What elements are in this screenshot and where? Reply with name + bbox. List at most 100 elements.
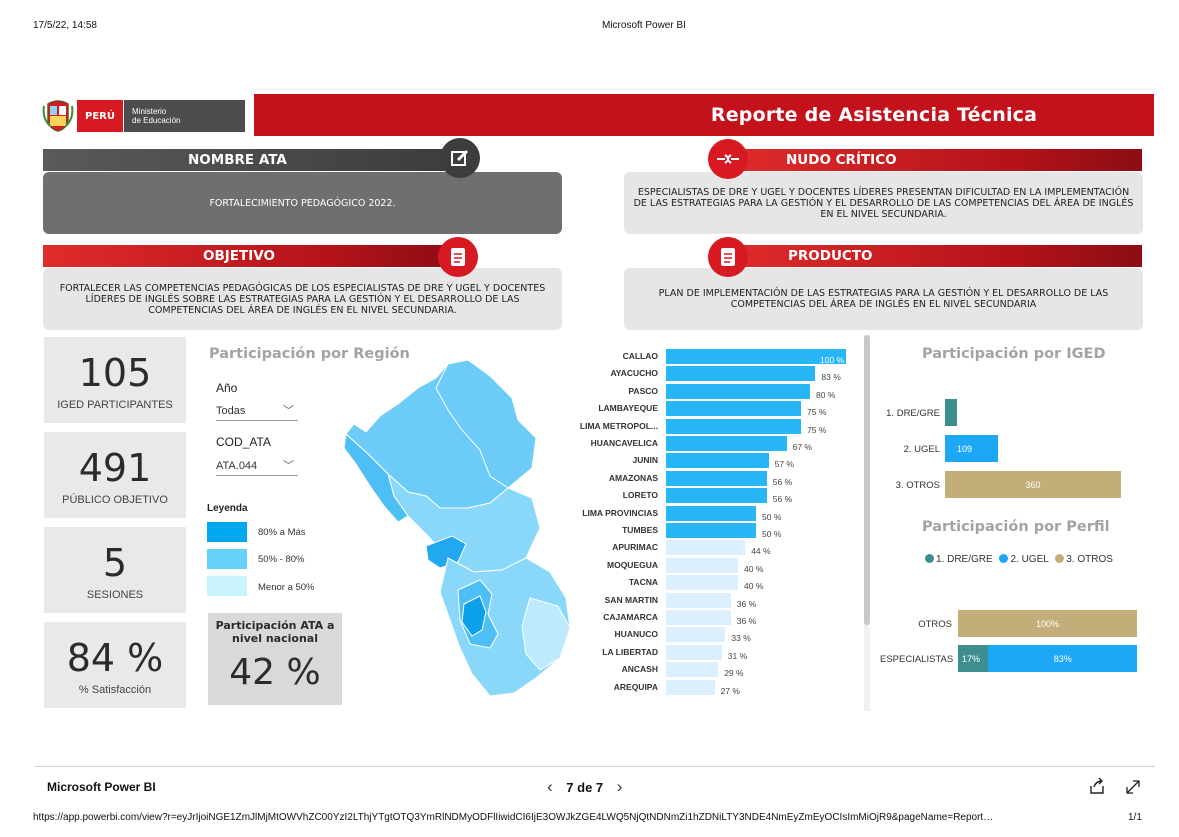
perfil-chart-title: Participación por Perfil	[922, 519, 1110, 535]
legend-swatch-low	[207, 576, 247, 596]
ata-slicer-value: ATA.044	[216, 460, 258, 472]
region-bar-label: LAMBAYEQUE	[598, 403, 658, 414]
kpi-sesiones: 5 SESIONES	[44, 527, 186, 613]
region-bar[interactable]	[666, 540, 746, 556]
region-bar[interactable]	[666, 610, 731, 625]
iged-chart-title: Participación por IGED	[922, 346, 1106, 362]
iged-bar-label: 1. DRE/GRE	[886, 408, 940, 419]
kpi-iged: 105 IGED PARTICIPANTES	[44, 337, 186, 423]
edit-icon	[440, 138, 480, 178]
kpi-satisfaccion-label: % Satisfacción	[78, 684, 152, 696]
region-bar[interactable]	[666, 592, 731, 608]
region-bar-value: 50 %	[762, 529, 782, 539]
region-bar-label: TACNA	[628, 577, 658, 588]
objetivo-box: FORTALECER LAS COMPETENCIAS PEDAGÓGICAS …	[43, 268, 562, 330]
kpi-sesiones-value: 5	[102, 541, 128, 585]
print-page-count: 1/1	[1128, 812, 1142, 823]
ministry-label: Ministerio de Educación	[124, 100, 245, 132]
kpi-publico-label: PÚBLICO OBJETIVO	[62, 494, 168, 506]
region-bar[interactable]	[666, 505, 756, 521]
iged-bar-label: 3. OTROS	[895, 480, 940, 491]
kpi-publico-value: 491	[78, 446, 152, 490]
region-bar-label: AREQUIPA	[613, 681, 658, 692]
region-bar[interactable]	[666, 453, 769, 469]
document-icon	[438, 237, 478, 277]
next-page-icon[interactable]: ›	[616, 777, 623, 796]
region-bar-value: 29 %	[724, 668, 744, 679]
share-icon[interactable]	[1088, 777, 1106, 795]
peru-shield-icon	[42, 100, 74, 132]
peru-map[interactable]	[340, 358, 580, 703]
page-indicator: 7 de 7	[566, 780, 604, 795]
kpi-satisfaccion: 84 % % Satisfacción	[44, 622, 186, 708]
region-bar-label: JUNIN	[632, 455, 658, 466]
legend-label-ugel: 2. UGEL	[1010, 554, 1049, 565]
kpi-publico: 491 PÚBLICO OBJETIVO	[44, 432, 186, 518]
region-bar-label: TUMBES	[622, 525, 658, 535]
region-bar-value: 56 %	[772, 476, 793, 487]
region-bar-label: LIMA PROVINCIAS	[582, 507, 658, 518]
region-bar-label: HUANUCO	[614, 629, 658, 640]
chart-scrollbar-thumb[interactable]	[864, 335, 870, 625]
region-bar[interactable]	[666, 557, 738, 573]
region-bar[interactable]	[666, 470, 767, 486]
perfil-bar-segment[interactable]: 100%	[958, 610, 1137, 637]
perfil-bar-segment[interactable]: 83%	[988, 645, 1137, 672]
national-participation-title: Participación ATA a nivel nacional	[215, 619, 335, 645]
map-region-coast[interactable]	[343, 432, 409, 523]
region-bar[interactable]	[666, 679, 715, 695]
region-bar[interactable]	[666, 366, 816, 382]
legend-title: Leyenda	[207, 503, 248, 514]
ministry-line1: Ministerio	[132, 107, 167, 116]
region-bar[interactable]	[666, 523, 756, 538]
region-bar[interactable]	[666, 627, 726, 643]
region-bar[interactable]	[666, 349, 846, 364]
print-url: https://app.powerbi.com/view?r=eyJrIjoiN…	[33, 812, 994, 823]
national-participation-value: 42 %	[229, 652, 321, 693]
map-region-huanuco[interactable]	[425, 535, 467, 569]
map-region-ayacucho[interactable]	[461, 595, 487, 637]
region-bar-value: 75 %	[807, 407, 827, 418]
print-datetime: 17/5/22, 14:58	[33, 20, 97, 31]
iged-bar[interactable]: 360	[945, 471, 1121, 498]
region-bar-value: 31 %	[727, 650, 748, 661]
powerbi-brand: Microsoft Power BI	[47, 780, 156, 794]
iged-bar[interactable]: 109	[945, 435, 999, 462]
region-bar-label: CALLAO	[622, 351, 658, 361]
kpi-satisfaccion-value: 84 %	[66, 636, 164, 680]
region-bar-value: 36 %	[736, 598, 757, 609]
region-bar[interactable]	[666, 383, 810, 399]
print-title: Microsoft Power BI	[602, 20, 686, 31]
ata-slicer[interactable]: ATA.044 ﹀	[216, 454, 298, 476]
region-bar-label: SAN MARTIN	[604, 594, 658, 605]
map-region-puno[interactable]	[521, 597, 571, 671]
iged-bar[interactable]	[945, 399, 957, 426]
nudo-critico-title: NUDO CRÍTICO	[786, 152, 897, 168]
perfil-bar-chart: OTROS 100% ESPECIALISTAS 17% 83%	[880, 608, 1150, 674]
kpi-sesiones-label: SESIONES	[86, 589, 144, 601]
perfil-legend: 1. DRE/GRE 2. UGEL 3. OTROS	[925, 554, 1113, 565]
legend-dot-otros	[1055, 554, 1065, 563]
year-slicer-value: Todas	[216, 405, 246, 417]
fullscreen-icon[interactable]	[1124, 778, 1142, 796]
chevron-down-icon: ﹀	[283, 460, 294, 472]
legend-swatch-mid	[207, 549, 247, 569]
perfil-bar-segment[interactable]: 17%	[958, 645, 989, 672]
region-bar[interactable]	[666, 644, 722, 660]
prev-page-icon[interactable]: ‹	[547, 777, 553, 796]
year-slicer[interactable]: Todas ﹀	[216, 399, 298, 421]
region-bar[interactable]	[666, 436, 787, 451]
region-bar[interactable]	[666, 488, 767, 504]
page-navigator: ‹ 7 de 7 ›	[537, 777, 632, 797]
map-region-loreto[interactable]	[435, 359, 537, 489]
powerbi-footer: Microsoft Power BI ‹ 7 de 7 ›	[35, 766, 1155, 802]
region-bar[interactable]	[666, 575, 738, 591]
region-bar[interactable]	[666, 401, 801, 417]
kpi-iged-value: 105	[78, 351, 152, 395]
region-bar[interactable]	[666, 662, 719, 678]
region-bar-label: LA LIBERTAD	[602, 646, 658, 657]
region-bar-label: HUANCAVELICA	[590, 438, 658, 448]
producto-title: PRODUCTO	[788, 248, 873, 264]
map-region-center[interactable]	[387, 472, 541, 573]
region-bar[interactable]	[666, 418, 801, 434]
